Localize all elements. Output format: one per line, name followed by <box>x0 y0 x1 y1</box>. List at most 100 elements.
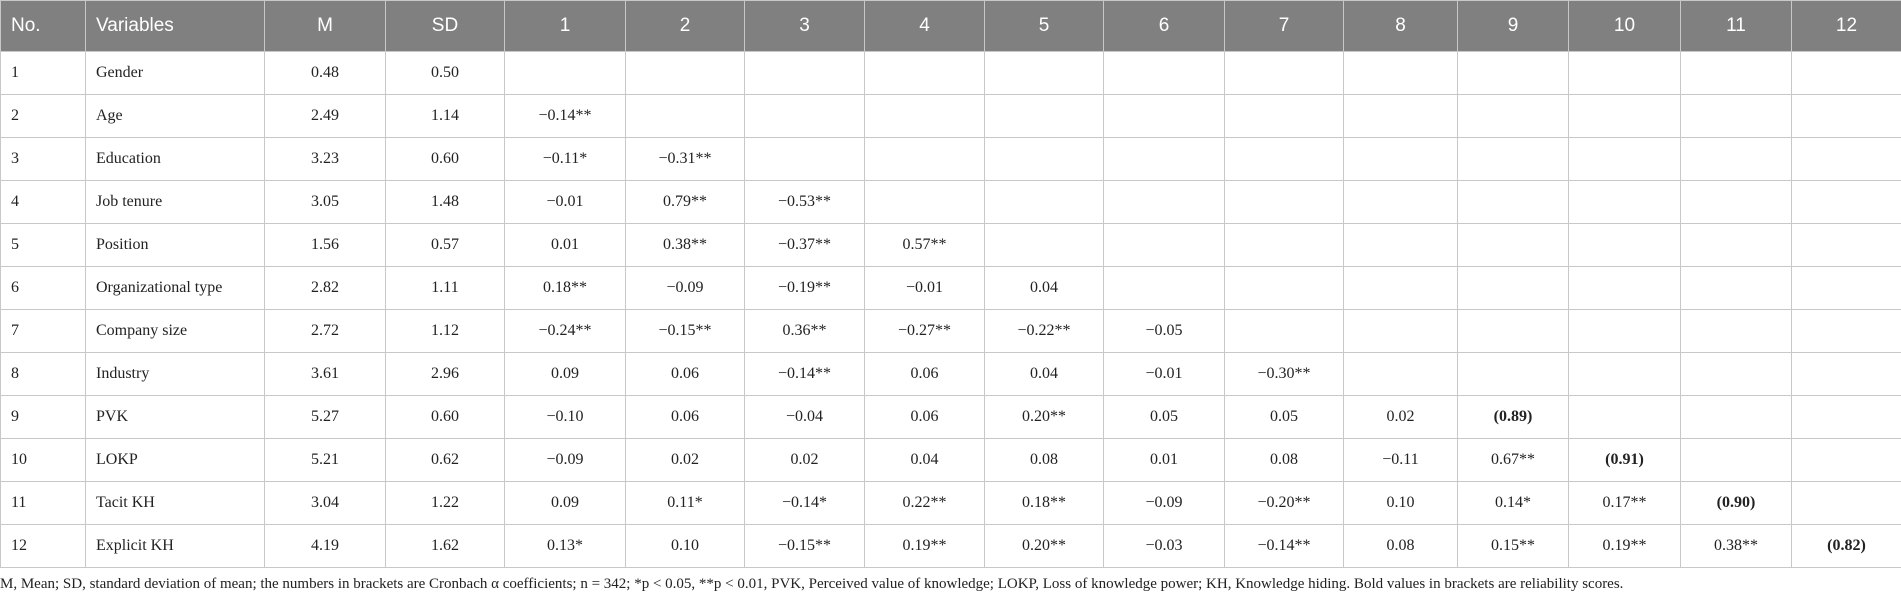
empty-cell <box>1568 352 1681 396</box>
column-header: SD <box>385 0 505 52</box>
table-cell: −0.04 <box>744 395 865 439</box>
table-cell: −0.11 <box>1343 438 1458 482</box>
column-header: 1 <box>504 0 626 52</box>
table-cell: 3.05 <box>264 180 386 224</box>
table-cell: Organizational type <box>85 266 265 310</box>
column-header: 3 <box>744 0 865 52</box>
table-cell: −0.14** <box>1224 524 1344 568</box>
table-cell: 0.19** <box>1568 524 1681 568</box>
table-cell: −0.01 <box>504 180 626 224</box>
table-cell: 3.04 <box>264 481 386 525</box>
correlation-table: No. Variables M SD 1 2 3 4 5 6 7 8 9 10 11 12 1 Gender 0.… <box>0 0 1901 568</box>
table-cell: −0.15** <box>744 524 865 568</box>
table-cell: 8 <box>0 352 86 396</box>
table-cell: 1.22 <box>385 481 505 525</box>
table-cell: 0.02 <box>744 438 865 482</box>
table-cell: 7 <box>0 309 86 353</box>
column-header: 10 <box>1568 0 1681 52</box>
empty-cell <box>1680 51 1792 95</box>
empty-cell <box>1791 309 1901 353</box>
empty-cell <box>1343 180 1458 224</box>
table-cell: (0.89) <box>1457 395 1569 439</box>
table-cell: −0.01 <box>864 266 985 310</box>
table-cell: 1 <box>0 51 86 95</box>
column-header: Variables <box>85 0 265 52</box>
empty-cell <box>1791 395 1901 439</box>
empty-cell <box>1343 137 1458 181</box>
empty-cell <box>1680 180 1792 224</box>
table-cell: 0.04 <box>984 352 1104 396</box>
table-cell: 2.96 <box>385 352 505 396</box>
empty-cell <box>984 180 1104 224</box>
empty-cell <box>1224 137 1344 181</box>
empty-cell <box>1680 223 1792 267</box>
table-cell: 0.06 <box>625 352 745 396</box>
empty-cell <box>1680 266 1792 310</box>
table-cell: 0.22** <box>864 481 985 525</box>
table-cell: Industry <box>85 352 265 396</box>
column-header: 6 <box>1103 0 1225 52</box>
empty-cell <box>1457 352 1569 396</box>
table-cell: 1.62 <box>385 524 505 568</box>
table-cell: Position <box>85 223 265 267</box>
column-header: M <box>264 0 386 52</box>
table-cell: 0.48 <box>264 51 386 95</box>
table-cell: −0.22** <box>984 309 1104 353</box>
table-cell: −0.37** <box>744 223 865 267</box>
empty-cell <box>1791 51 1901 95</box>
table-cell: 0.11* <box>625 481 745 525</box>
table-cell: 0.08 <box>984 438 1104 482</box>
column-header: 2 <box>625 0 745 52</box>
table-cell: 0.36** <box>744 309 865 353</box>
table-row: 7 Company size 2.72 1.12 −0.24** −0.15** 0.36*… <box>0 309 1901 353</box>
empty-cell <box>864 180 985 224</box>
table-cell: −0.03 <box>1103 524 1225 568</box>
table-cell: 1.11 <box>385 266 505 310</box>
empty-cell <box>1224 94 1344 138</box>
table-cell: −0.10 <box>504 395 626 439</box>
table-cell: 3 <box>0 137 86 181</box>
empty-cell <box>1103 51 1225 95</box>
table-cell: 5.21 <box>264 438 386 482</box>
table-cell: 0.79** <box>625 180 745 224</box>
empty-cell <box>1791 438 1901 482</box>
table-cell: 3.23 <box>264 137 386 181</box>
empty-cell <box>1343 51 1458 95</box>
table-cell: 3.61 <box>264 352 386 396</box>
empty-cell <box>1791 481 1901 525</box>
empty-cell <box>984 223 1104 267</box>
table-cell: 0.60 <box>385 137 505 181</box>
empty-cell <box>864 51 985 95</box>
empty-cell <box>1680 94 1792 138</box>
table-cell: 0.08 <box>1343 524 1458 568</box>
table-cell: 1.14 <box>385 94 505 138</box>
table-cell: LOKP <box>85 438 265 482</box>
empty-cell <box>1224 51 1344 95</box>
table-cell: 2.82 <box>264 266 386 310</box>
table-cell: 0.02 <box>1343 395 1458 439</box>
empty-cell <box>1103 94 1225 138</box>
table-cell: −0.14** <box>744 352 865 396</box>
table-cell: 0.09 <box>504 352 626 396</box>
table-cell: −0.09 <box>504 438 626 482</box>
table-cell: Gender <box>85 51 265 95</box>
table-cell: −0.19** <box>744 266 865 310</box>
table-cell: 0.20** <box>984 395 1104 439</box>
empty-cell <box>1568 395 1681 439</box>
empty-cell <box>1791 137 1901 181</box>
empty-cell <box>984 94 1104 138</box>
empty-cell <box>1457 309 1569 353</box>
table-cell: 0.09 <box>504 481 626 525</box>
table-cell: 4 <box>0 180 86 224</box>
table-cell: 6 <box>0 266 86 310</box>
table-cell: −0.15** <box>625 309 745 353</box>
table-cell: 0.08 <box>1224 438 1344 482</box>
table-cell: PVK <box>85 395 265 439</box>
empty-cell <box>504 51 626 95</box>
table-cell: (0.91) <box>1568 438 1681 482</box>
empty-cell <box>1457 51 1569 95</box>
empty-cell <box>1791 266 1901 310</box>
table-cell: 0.62 <box>385 438 505 482</box>
table-cell: 0.04 <box>864 438 985 482</box>
